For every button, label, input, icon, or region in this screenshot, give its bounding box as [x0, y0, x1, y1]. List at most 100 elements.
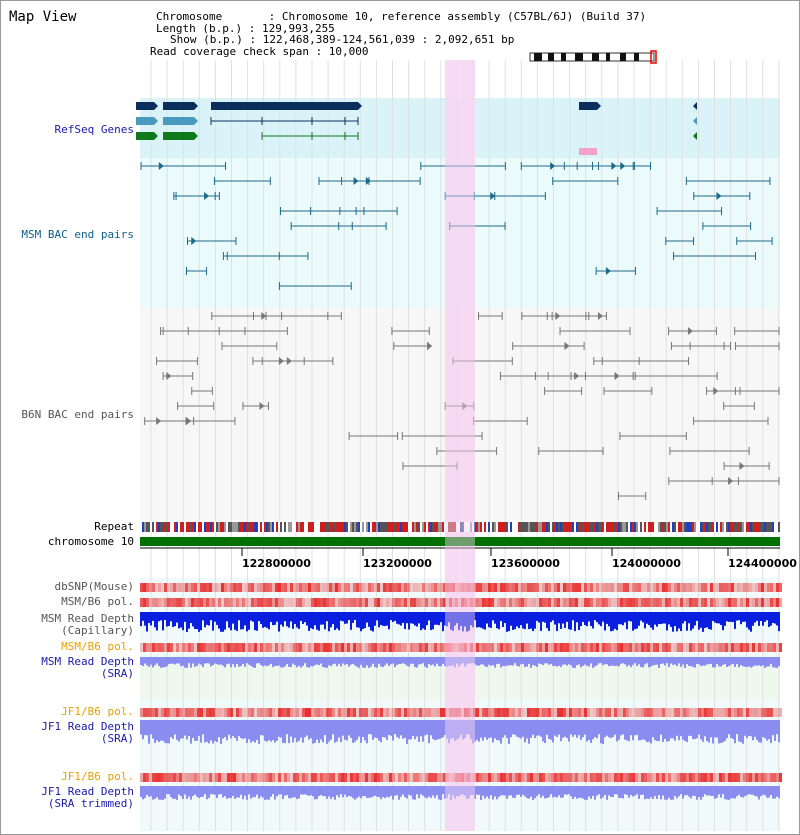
jf1-trim-depth-bar: [718, 786, 720, 795]
msm-cap-depth-bar: [306, 612, 308, 626]
track-label-jf1-b6-pol-2[interactable]: JF1/B6 pol.: [61, 770, 134, 783]
msm-b6-pol2-heat-cell: [323, 643, 326, 652]
jf1-b6-pol-heat-cell: [668, 708, 671, 717]
track-label-repeat[interactable]: Repeat: [94, 520, 134, 533]
jf1-b6-pol2-heat-cell: [404, 773, 407, 782]
msm-b6-pol2-heat-cell: [290, 643, 293, 652]
msm-bac-arrow: [611, 162, 617, 170]
msm-cap-depth-bar: [472, 612, 474, 628]
track-label-jf1-depth-trim[interactable]: JF1 Read Depth (SRA trimmed): [41, 786, 134, 810]
msm-b6-pol2-heat-cell: [569, 643, 572, 652]
msm-sra-depth-bar: [442, 657, 444, 664]
msm-cap-depth-bar: [322, 612, 324, 625]
gene-arrow: [597, 102, 601, 110]
msm-b6-pol2-heat-cell: [479, 643, 482, 652]
repeat-segment: [566, 522, 568, 532]
msm-b6-pol2-heat-cell: [344, 643, 347, 652]
msm-cap-depth-bar: [500, 612, 502, 621]
jf1-sra-depth-bar: [390, 720, 392, 736]
jf1-trim-depth-bar: [728, 786, 730, 800]
msm-cap-depth-bar: [232, 612, 234, 624]
jf1-sra-depth-bar: [190, 720, 192, 744]
dbsnp-heat-cell: [779, 583, 782, 592]
jf1-sra-depth-bar: [308, 720, 310, 740]
dbsnp-heat-cell: [599, 583, 602, 592]
track-label-jf1-b6-pol-1[interactable]: JF1/B6 pol.: [61, 705, 134, 718]
track-label-dbsnp[interactable]: dbSNP(Mouse): [54, 580, 134, 593]
dbsnp-heat-cell: [218, 583, 221, 592]
jf1-trim-depth-bar: [716, 786, 718, 798]
repeat-segment: [288, 522, 290, 532]
msm-b6-pol-heat-cell: [656, 598, 659, 607]
repeat-segment: [598, 522, 600, 532]
msm-cap-depth-bar: [718, 612, 720, 624]
msm-b6-pol-heat-cell: [641, 598, 644, 607]
jf1-sra-depth-bar: [552, 720, 554, 743]
track-label-msm-depth-cap[interactable]: MSM Read Depth (Capillary): [41, 613, 134, 637]
msm-cap-depth-bar: [230, 612, 232, 631]
msm-b6-pol2-heat-cell: [713, 643, 716, 652]
jf1-sra-depth-bar: [484, 720, 486, 738]
jf1-sra-depth-bar: [466, 720, 468, 735]
msm-b6-pol-heat-cell: [533, 598, 536, 607]
msm-cap-depth-bar: [222, 612, 224, 632]
msm-cap-depth-bar: [626, 612, 628, 630]
repeat-segment: [564, 522, 566, 532]
track-label-b6n-bac[interactable]: B6N BAC end pairs: [21, 408, 134, 421]
jf1-sra-depth-bar: [644, 720, 646, 741]
msm-b6-pol2-heat-cell: [587, 643, 590, 652]
jf1-b6-pol2-heat-cell: [602, 773, 605, 782]
jf1-b6-pol-heat-cell: [554, 708, 557, 717]
track-label-refseq[interactable]: RefSeq Genes: [54, 123, 134, 136]
msm-cap-depth-bar: [406, 612, 408, 624]
jf1-sra-depth-bar: [722, 720, 724, 743]
dbsnp-heat-cell: [458, 583, 461, 592]
jf1-sra-depth-bar: [752, 720, 754, 741]
track-label-msm-depth-sra[interactable]: MSM Read Depth (SRA): [41, 656, 134, 680]
repeat-segment: [312, 522, 314, 532]
jf1-trim-depth-bar: [148, 786, 150, 797]
jf1-sra-depth-bar: [320, 720, 322, 740]
msm-b6-pol2-heat-cell: [701, 643, 704, 652]
repeat-segment: [216, 522, 218, 532]
jf1-sra-depth-bar: [418, 720, 420, 742]
msm-sra-depth-bar: [174, 657, 176, 665]
repeat-segment: [336, 522, 338, 532]
jf1-sra-depth-bar: [682, 720, 684, 740]
track-label-jf1-depth-sra[interactable]: JF1 Read Depth (SRA): [41, 721, 134, 745]
msm-b6-pol2-heat-cell: [338, 643, 341, 652]
repeat-segment: [232, 522, 234, 532]
jf1-trim-depth-bar: [376, 786, 378, 797]
repeat-segment: [718, 522, 720, 532]
jf1-trim-depth-bar: [462, 786, 464, 795]
msm-cap-depth-bar: [642, 612, 644, 623]
jf1-b6-pol-heat-cell: [212, 708, 215, 717]
msm-cap-depth-bar: [462, 612, 464, 632]
track-label-msm-b6-pol-2[interactable]: MSM/B6 pol.: [61, 640, 134, 653]
dbsnp-heat-cell: [200, 583, 203, 592]
jf1-trim-depth-bar: [694, 786, 696, 796]
msm-b6-pol-heat-cell: [593, 598, 596, 607]
jf1-b6-pol-heat-cell: [656, 708, 659, 717]
msm-b6-pol-heat-cell: [779, 598, 782, 607]
msm-sra-depth-bar: [490, 657, 492, 666]
repeat-segment: [356, 522, 358, 532]
msm-sra-depth-bar: [678, 657, 680, 664]
track-label-msm-bac[interactable]: MSM BAC end pairs: [21, 228, 134, 241]
msm-cap-depth-bar: [372, 612, 374, 632]
repeat-segment: [200, 522, 202, 532]
jf1-b6-pol2-heat-cell: [446, 773, 449, 782]
msm-b6-pol2-heat-cell: [209, 643, 212, 652]
jf1-sra-depth-bar: [410, 720, 412, 740]
msm-b6-pol-heat-cell: [260, 598, 263, 607]
repeat-segment: [704, 522, 706, 532]
msm-cap-depth-bar: [590, 612, 592, 626]
track-label-msm-b6-pol-1[interactable]: MSM/B6 pol.: [61, 595, 134, 608]
repeat-segment: [268, 522, 270, 532]
jf1-sra-depth-bar: [474, 720, 476, 742]
jf1-sra-depth-bar: [696, 720, 698, 739]
jf1-b6-pol-heat-cell: [692, 708, 695, 717]
track-label-chromosome[interactable]: chromosome 10: [47, 535, 134, 548]
jf1-b6-pol-heat-cell: [482, 708, 485, 717]
